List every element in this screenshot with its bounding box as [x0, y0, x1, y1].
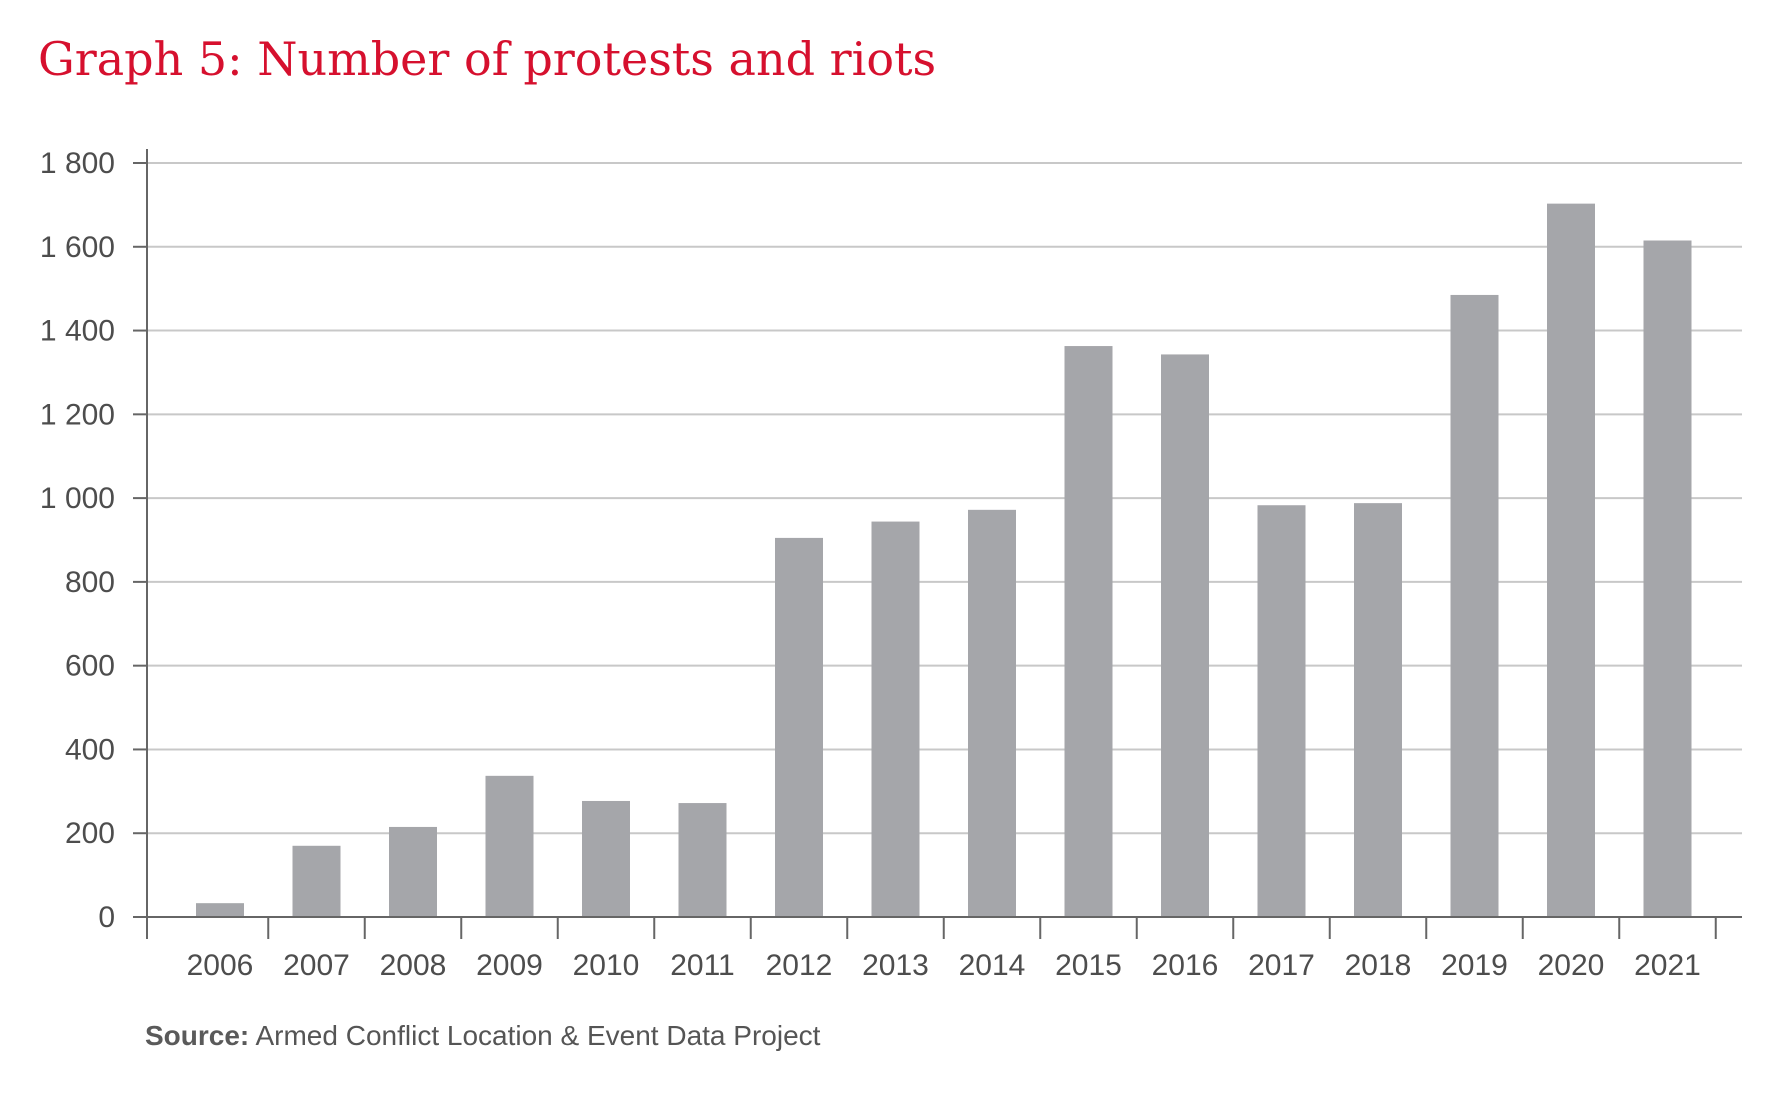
bar-2016 [1161, 354, 1209, 917]
bar-2013 [871, 521, 920, 917]
gridlines [147, 162, 1742, 835]
x-tick-label: 2017 [1248, 949, 1315, 982]
bar-2006 [196, 903, 244, 917]
x-tick-label: 2013 [862, 949, 929, 982]
bar-2020 [1547, 203, 1595, 918]
y-axis-tick-labels: 0 200 400 600 800 1 000 1 200 1 400 1 600 1 800 [40, 147, 115, 934]
y-tick-label: 1 000 [40, 482, 115, 515]
bar-2012 [775, 537, 823, 917]
y-tick-label: 200 [65, 817, 115, 850]
bars [196, 203, 1692, 918]
y-tick-label: 1 200 [40, 398, 115, 431]
bar-2015 [1064, 346, 1113, 917]
bar-2021 [1643, 240, 1692, 917]
y-tick-label: 1 600 [40, 231, 115, 264]
bar-2017 [1257, 505, 1306, 917]
axes [133, 149, 1742, 939]
x-tick-label: 2016 [1152, 949, 1219, 982]
bar-2008 [389, 826, 437, 917]
bar-2011 [678, 803, 727, 917]
source-note: Source: Armed Conflict Location & Event … [145, 1020, 820, 1052]
y-tick-label: 600 [65, 650, 115, 683]
x-tick-label: 2019 [1441, 949, 1508, 982]
x-axis-tick-labels: 2006 2007 2008 2009 2010 2011 2012 2013 2014 2015… [187, 949, 1701, 982]
bar-2014 [968, 509, 1016, 917]
x-tick-label: 2009 [476, 949, 543, 982]
x-tick-label: 2007 [283, 949, 350, 982]
x-tick-label: 2011 [670, 949, 735, 982]
bar-2009 [485, 775, 534, 917]
y-tick-label: 1 800 [40, 147, 115, 180]
y-tick-label: 800 [65, 566, 115, 599]
bar-2018 [1354, 503, 1402, 917]
x-tick-label: 2015 [1055, 949, 1122, 982]
y-tick-label: 1 400 [40, 315, 115, 348]
x-tick-label: 2021 [1634, 949, 1701, 982]
chart-title: Graph 5: Number of protests and riots [38, 32, 937, 86]
x-tick-label: 2008 [380, 949, 447, 982]
x-tick-label: 2010 [573, 949, 640, 982]
x-tick-label: 2020 [1538, 949, 1605, 982]
y-tick-label: 0 [98, 901, 115, 934]
y-tick-label: 400 [65, 733, 115, 766]
x-tick-label: 2006 [187, 949, 254, 982]
source-text: Armed Conflict Location & Event Data Pro… [255, 1020, 821, 1051]
x-tick-label: 2014 [959, 949, 1026, 982]
x-tick-label: 2012 [766, 949, 833, 982]
bar-2010 [582, 800, 630, 917]
bar-2019 [1450, 294, 1499, 917]
x-tick-label: 2018 [1345, 949, 1412, 982]
bar-2007 [292, 845, 341, 917]
source-label: Source: [145, 1020, 250, 1051]
